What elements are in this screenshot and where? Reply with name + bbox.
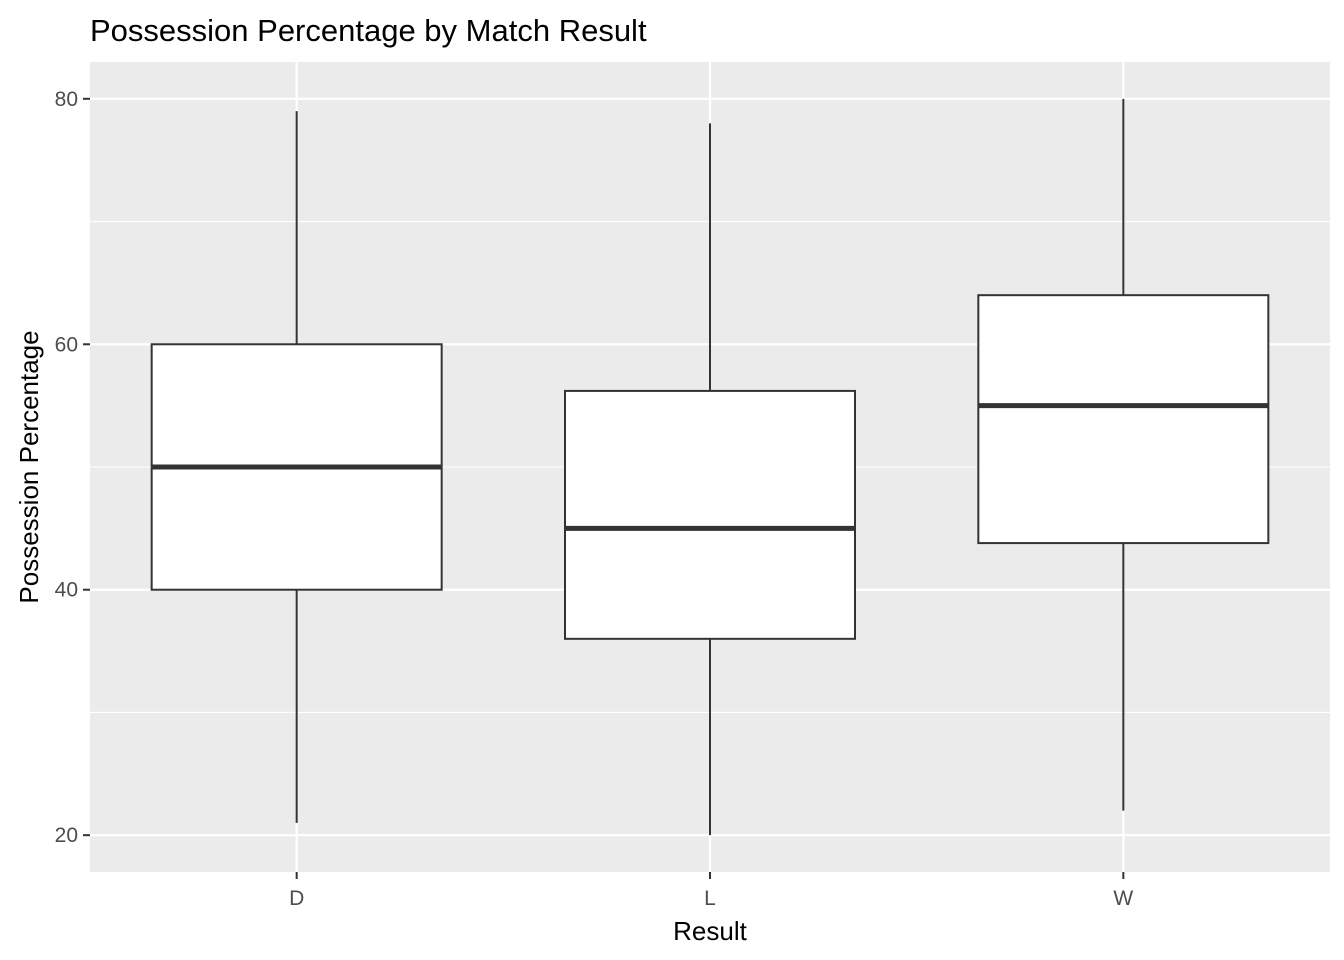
x-tick-label: D xyxy=(289,887,304,910)
x-axis-title: Result xyxy=(673,916,747,946)
y-axis-title: Possession Percentage xyxy=(14,330,44,603)
box-body xyxy=(564,389,856,640)
y-tick-label: 80 xyxy=(55,88,78,111)
y-tick-label: 60 xyxy=(55,333,78,356)
x-tick-label: L xyxy=(704,887,716,910)
axes: 20 40 60 80 D L W xyxy=(55,88,1134,910)
box-body xyxy=(977,294,1270,545)
y-tick-label: 40 xyxy=(55,579,78,602)
box-L xyxy=(564,123,856,836)
x-tick-label: W xyxy=(1113,887,1133,910)
box-W xyxy=(977,98,1270,811)
y-tick-label: 20 xyxy=(55,824,78,847)
chart-title: Possession Percentage by Match Result xyxy=(90,13,647,48)
box-D xyxy=(150,111,443,823)
box-layer xyxy=(150,98,1270,836)
